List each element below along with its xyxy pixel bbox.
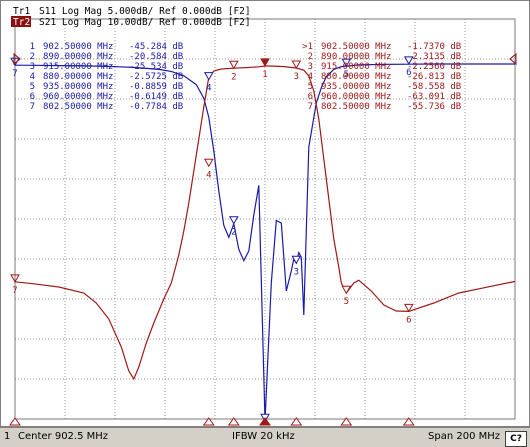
- reference-arrow-right: [509, 52, 517, 66]
- marker-readout-number: 3: [308, 62, 313, 72]
- marker-readout-value: -58.558 dB: [407, 82, 461, 92]
- marker-triangle: [403, 303, 414, 313]
- marker-label: 2: [231, 72, 236, 82]
- marker-triangle: [228, 60, 239, 70]
- reference-arrow-left: [13, 52, 21, 66]
- stimulus-marker: [202, 417, 215, 426]
- trace-tr2-line: [14, 65, 516, 381]
- ifbw-value: IFBW 20 kHz: [232, 431, 295, 442]
- marker-tables: 1 902.50000 MHz -45.284 dB 2 890.00000 MHz -2…: [30, 42, 462, 112]
- trace-tr1-line: [14, 63, 515, 422]
- marker-readout-number: 3: [30, 62, 35, 72]
- marker-readout-value: -25.534 dB: [129, 62, 183, 72]
- marker-readout-value: -1.7370 dB: [407, 42, 461, 52]
- stimulus-marker: [259, 417, 271, 426]
- marker-readout-value: -63.091 dB: [407, 92, 461, 102]
- marker-readout-frequency: 902.50000 MHz: [43, 42, 113, 52]
- stimulus-marker: [290, 417, 303, 426]
- marker-readout-frequency: 902.50000 MHz: [321, 42, 391, 52]
- status-bar: 1 Center 902.5 MHz IFBW 20 kHz Span 200 …: [0, 427, 530, 447]
- marker-readout-value: -0.8859 dB: [129, 82, 183, 92]
- marker-readout-value: -0.7784 dB: [129, 102, 183, 112]
- marker-readout-value: -2.2560 dB: [407, 62, 461, 72]
- marker-triangle: [203, 72, 214, 81]
- trace-settings: S11 Log Mag 5.000dB/ Ref 0.000dB [F2]: [39, 6, 251, 17]
- marker-readout-frequency: 880.00000 MHz: [321, 72, 391, 82]
- calibration-status: C?: [505, 431, 527, 447]
- marker-readout-value: -45.284 dB: [129, 42, 183, 52]
- marker-label: 6: [406, 68, 411, 78]
- marker-triangle: [10, 274, 20, 283]
- active-trace-highlight: [11, 16, 31, 27]
- span-value: Span 200 MHz: [428, 431, 501, 442]
- marker-readout-number: 6: [30, 92, 35, 102]
- marker-readout-frequency: 960.00000 MHz: [321, 92, 391, 102]
- marker-readout-frequency: 802.50000 MHz: [43, 102, 113, 112]
- marker-readout-value: -0.6149 dB: [129, 92, 183, 102]
- marker-readout-frequency: 880.00000 MHz: [43, 72, 113, 82]
- marker-label: 4: [206, 170, 211, 180]
- stimulus-marker: [402, 417, 415, 426]
- marker-label: 6: [406, 315, 411, 325]
- grid: [14, 18, 516, 420]
- marker-triangle: [291, 60, 302, 70]
- marker-readout-number: 7: [30, 102, 35, 112]
- marker-label: 4: [206, 84, 211, 94]
- marker-readout-frequency: 915.00000 MHz: [321, 62, 391, 72]
- marker-readout-number: 4: [30, 72, 35, 82]
- marker-readout-number: 6: [308, 92, 313, 102]
- trace-settings: S21 Log Mag 10.00dB/ Ref 0.000dB [F2]: [39, 17, 251, 28]
- marker-triangle: [341, 285, 352, 295]
- marker-label: 1: [262, 70, 267, 80]
- marker-readout-frequency: 915.00000 MHz: [43, 62, 113, 72]
- marker-readout-frequency: 960.00000 MHz: [43, 92, 113, 102]
- trace-legend: Tr1 S11 Log Mag 5.000dB/ Ref 0.000dB [F2]…: [11, 6, 251, 28]
- marker-triangle: [260, 58, 270, 67]
- marker-readout-number: 1: [30, 42, 35, 52]
- marker-readout-value: -20.584 dB: [129, 52, 183, 62]
- marker-triangle: [291, 255, 302, 265]
- marker-readout-number: 4: [308, 72, 313, 82]
- marker-label: 5: [344, 70, 349, 80]
- marker-readout-number: 2: [308, 52, 313, 62]
- marker-readout-value: -55.736 dB: [407, 102, 461, 112]
- marker-label: 3: [294, 72, 299, 82]
- marker-readout-frequency: 935.00000 MHz: [321, 82, 391, 92]
- marker-readout-frequency: 935.00000 MHz: [43, 82, 113, 92]
- channel-number: 1: [4, 431, 11, 442]
- trace-id: Tr1: [13, 6, 30, 17]
- marker-triangle: [341, 58, 352, 68]
- marker-readout-number: 2: [30, 52, 35, 62]
- stimulus-marker: [227, 417, 240, 426]
- marker-readout-frequency: 890.00000 MHz: [43, 52, 113, 62]
- marker-readout-value: -2.3135 dB: [407, 52, 461, 62]
- trace-id: Tr2: [13, 17, 30, 28]
- center-frequency: Center 902.5 MHz: [18, 431, 109, 442]
- marker-readout-number: 7: [308, 102, 313, 112]
- marker-triangle: [228, 216, 239, 225]
- marker-readout-value: -26.813 dB: [407, 72, 461, 82]
- marker-label: 3: [294, 267, 299, 277]
- stimulus-marker: [9, 417, 21, 426]
- stimulus-marker: [340, 417, 353, 426]
- traces: [14, 63, 516, 422]
- markers: 12345671234567: [9, 52, 517, 435]
- marker-readout-value: -2.5725 dB: [129, 72, 183, 82]
- marker-triangle: [403, 56, 414, 65]
- marker-readout-number: 5: [30, 82, 35, 92]
- marker-readout-number: 5: [308, 82, 313, 92]
- marker-readout-number: >1: [302, 42, 313, 52]
- marker-label: 5: [344, 297, 349, 307]
- marker-label: 7: [12, 69, 17, 79]
- marker-readout-frequency: 890.00000 MHz: [321, 52, 391, 62]
- marker-readout-frequency: 802.50000 MHz: [321, 102, 391, 112]
- marker-label: 7: [12, 286, 17, 296]
- marker-label: 2: [231, 228, 236, 238]
- marker-triangle: [203, 158, 214, 168]
